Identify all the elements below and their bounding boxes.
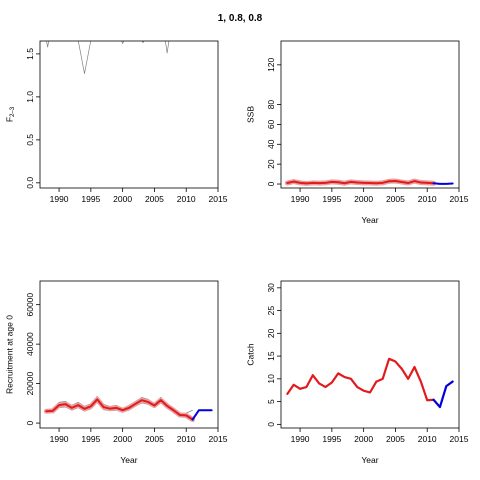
x-tick-label: 1990	[291, 194, 310, 204]
y-axis-label: Recruitment at age 0	[4, 315, 14, 394]
y-tick-label: 5	[266, 399, 276, 404]
plot-frame	[39, 40, 219, 189]
x-tick-label: 2010	[418, 434, 437, 444]
x-tick-label: 2005	[386, 434, 405, 444]
y-tick-label: 60000	[25, 293, 35, 317]
y-tick-label: 0	[25, 420, 35, 425]
series-line-1	[46, 41, 170, 75]
x-tick-label: 2015	[209, 194, 228, 204]
x-tick-label: 1995	[81, 194, 100, 204]
y-tick-label: 20	[266, 328, 276, 338]
x-tick-label: 2000	[113, 194, 132, 204]
x-tick-label: 2015	[450, 434, 469, 444]
y-tick-label: 120	[266, 57, 276, 71]
y-tick-label: 25	[266, 306, 276, 316]
y-tick-label: 1.0	[25, 91, 35, 103]
y-tick-label: 0.0	[25, 177, 35, 189]
plot-frame	[280, 280, 460, 429]
y-tick-label: 1.5	[25, 48, 35, 60]
figure-title: 1, 0.8, 0.8	[218, 13, 263, 24]
x-tick-label: 2010	[418, 194, 437, 204]
x-axis-label: Year	[120, 455, 137, 465]
y-tick-label: 40	[266, 139, 276, 149]
panel-f: 1990 1995 2000 2005 2010 2015 0.0 0.5 1.0 1.5 F2–3	[4, 40, 228, 204]
series-line-1	[286, 357, 435, 402]
x-tick-label: 2015	[209, 434, 228, 444]
y-tick-label: 80	[266, 100, 276, 110]
x-tick-label: 2015	[450, 194, 469, 204]
x-tick-label: 2010	[177, 434, 196, 444]
panel-catch: 1990 1995 2000 2005 2010 2015 0 5 10 15 20 25 30 Year…	[245, 280, 469, 465]
x-tick-label: 2000	[354, 194, 373, 204]
series-group	[286, 357, 454, 409]
x-tick-label: 1995	[81, 434, 100, 444]
x-tick-label: 1995	[322, 194, 341, 204]
x-tick-label: 2005	[145, 434, 164, 444]
x-tick-label: 1995	[322, 434, 341, 444]
y-tick-label: 60	[266, 119, 276, 129]
x-tick-label: 2010	[177, 194, 196, 204]
y-tick-label: 20000	[25, 372, 35, 396]
series-group	[43, 396, 213, 423]
y-tick-label: 20	[266, 159, 276, 169]
x-axis-label: Year	[361, 215, 378, 225]
x-tick-label: 1990	[50, 434, 69, 444]
x-axis-label: Year	[361, 455, 378, 465]
y-tick-label: 15	[266, 351, 276, 361]
x-tick-label: 1990	[50, 194, 69, 204]
y-tick-label: 40000	[25, 332, 35, 356]
series-group	[284, 178, 454, 186]
x-tick-label: 2000	[354, 434, 373, 444]
y-tick-label: 0	[266, 181, 276, 186]
y-axis-label-subscript: 2–3	[10, 106, 16, 117]
y-tick-label: 30	[266, 283, 276, 293]
series-group	[46, 41, 170, 75]
plot-frame	[39, 280, 219, 429]
x-tick-label: 2005	[145, 194, 164, 204]
x-tick-label: 2000	[113, 434, 132, 444]
plot-frame	[280, 40, 460, 189]
panel-ssb: 1990 1995 2000 2005 2010 2015 0 20 40 60 80 120 Year…	[245, 40, 469, 225]
y-tick-label: 0	[266, 422, 276, 427]
series-line-2	[286, 180, 435, 185]
y-axis-label: Catch	[245, 343, 255, 365]
y-axis-label: SSB	[245, 106, 255, 123]
panel-recruitment: 1990 1995 2000 2005 2010 2015 0 20000 40000 60000…	[4, 280, 228, 465]
y-tick-label: 10	[266, 374, 276, 384]
y-tick-label: 0.5	[25, 134, 35, 146]
x-tick-label: 1990	[291, 434, 310, 444]
series-line-3	[432, 182, 454, 185]
y-axis-label: F2–3	[4, 106, 15, 122]
series-line-4	[45, 398, 194, 421]
series-line-2	[432, 380, 454, 409]
x-tick-label: 2005	[386, 194, 405, 204]
series-line-5	[191, 409, 213, 421]
